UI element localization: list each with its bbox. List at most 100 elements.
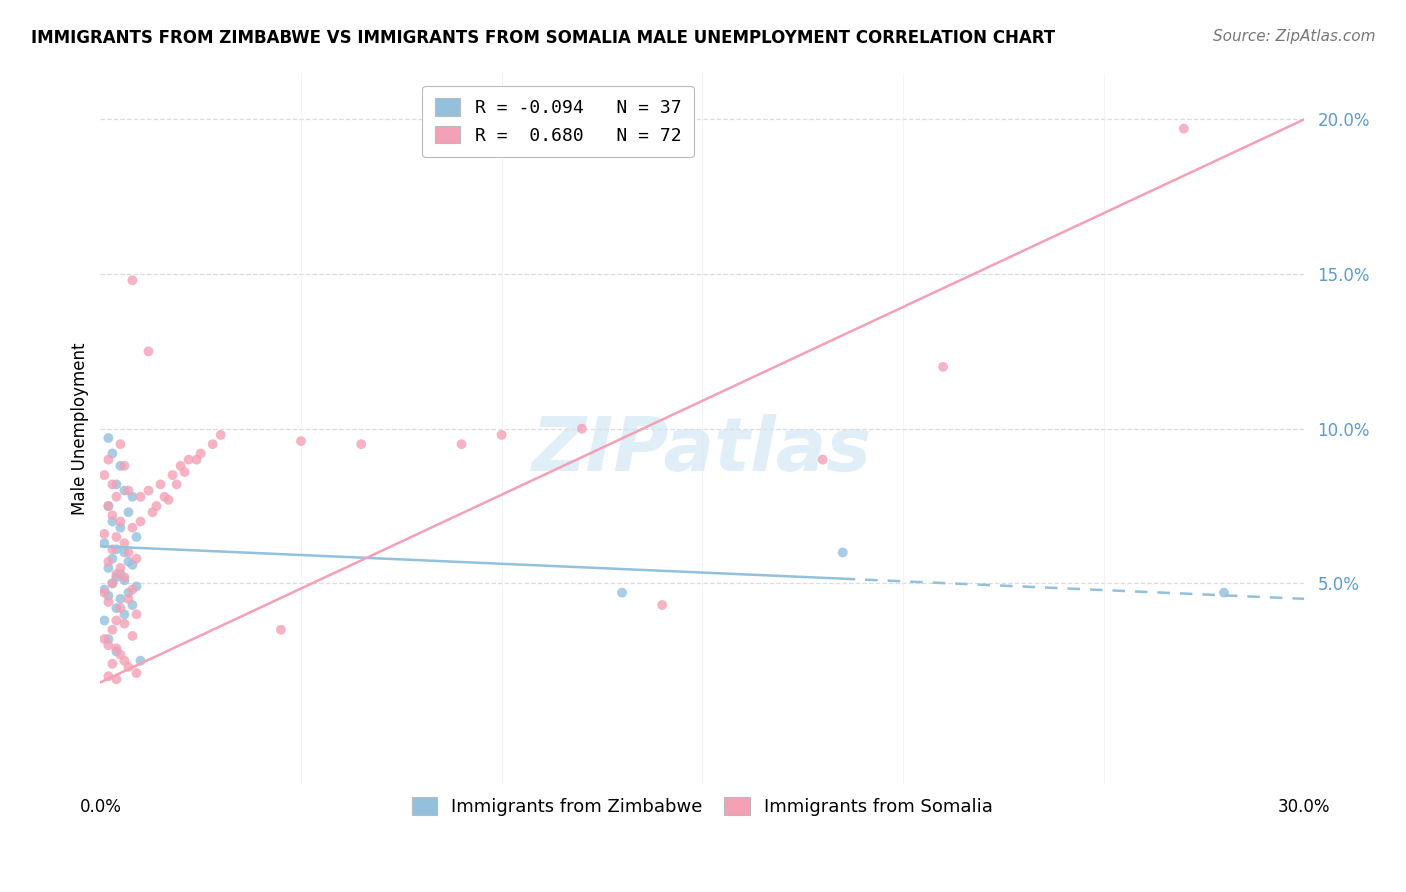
Point [125,551,148,566]
Point [105,570,128,584]
Point [125,579,148,593]
Point [125,607,148,622]
Point [186,452,208,467]
Point [491,428,513,442]
Point [138,344,160,359]
Point [101,508,124,523]
Text: ZIPatlas: ZIPatlas [533,414,872,486]
Point [93,468,115,483]
Point [169,458,191,473]
Point [101,446,124,460]
Point [166,477,188,491]
Point [105,614,128,628]
Point [112,483,135,498]
Point [105,673,128,687]
Point [97,499,120,513]
Point [93,585,115,599]
Point [112,545,135,559]
Point [117,505,139,519]
Point [811,452,834,467]
Point [112,574,135,588]
Point [93,614,115,628]
Point [105,601,128,615]
Text: Source: ZipAtlas.com: Source: ZipAtlas.com [1212,29,1375,44]
Point [93,536,115,550]
Point [110,458,132,473]
Point [121,273,143,287]
Point [117,545,139,559]
Point [1213,585,1236,599]
Point [117,483,139,498]
Point [141,505,163,519]
Point [932,359,955,374]
Point [290,434,312,448]
Point [97,638,120,652]
Point [110,561,132,575]
Point [117,585,139,599]
Point [129,654,152,668]
Y-axis label: Male Unemployment: Male Unemployment [72,343,89,515]
Point [112,458,135,473]
Point [97,499,120,513]
Point [112,654,135,668]
Point [162,468,184,483]
Point [270,623,292,637]
Point [101,515,124,529]
Point [112,536,135,550]
Point [117,555,139,569]
Point [105,641,128,656]
Point [145,499,167,513]
Point [101,576,124,591]
Point [121,629,143,643]
Point [153,490,176,504]
Point [105,530,128,544]
Point [450,437,472,451]
Point [190,446,212,460]
Point [121,598,143,612]
Point [209,428,232,442]
Point [101,657,124,671]
Point [651,598,673,612]
Point [110,515,132,529]
Point [138,483,160,498]
Point [110,521,132,535]
Point [105,477,128,491]
Point [105,644,128,658]
Point [173,465,195,479]
Point [105,542,128,557]
Point [110,567,132,582]
Point [93,527,115,541]
Point [97,431,120,445]
Point [112,616,135,631]
Point [112,570,135,584]
Point [97,632,120,646]
Point [110,437,132,451]
Point [97,595,120,609]
Legend: Immigrants from Zimbabwe, Immigrants from Somalia: Immigrants from Zimbabwe, Immigrants fro… [402,789,1002,825]
Point [105,567,128,582]
Point [149,477,172,491]
Point [105,490,128,504]
Point [177,452,200,467]
Point [129,515,152,529]
Point [121,582,143,597]
Text: IMMIGRANTS FROM ZIMBABWE VS IMMIGRANTS FROM SOMALIA MALE UNEMPLOYMENT CORRELATIO: IMMIGRANTS FROM ZIMBABWE VS IMMIGRANTS F… [31,29,1054,46]
Point [117,660,139,674]
Point [101,542,124,557]
Point [97,669,120,683]
Point [97,589,120,603]
Point [101,551,124,566]
Point [121,490,143,504]
Point [93,582,115,597]
Point [112,607,135,622]
Point [121,521,143,535]
Point [101,623,124,637]
Point [97,561,120,575]
Point [201,437,224,451]
Point [610,585,633,599]
Point [97,555,120,569]
Point [93,632,115,646]
Point [125,530,148,544]
Point [101,477,124,491]
Point [157,492,180,507]
